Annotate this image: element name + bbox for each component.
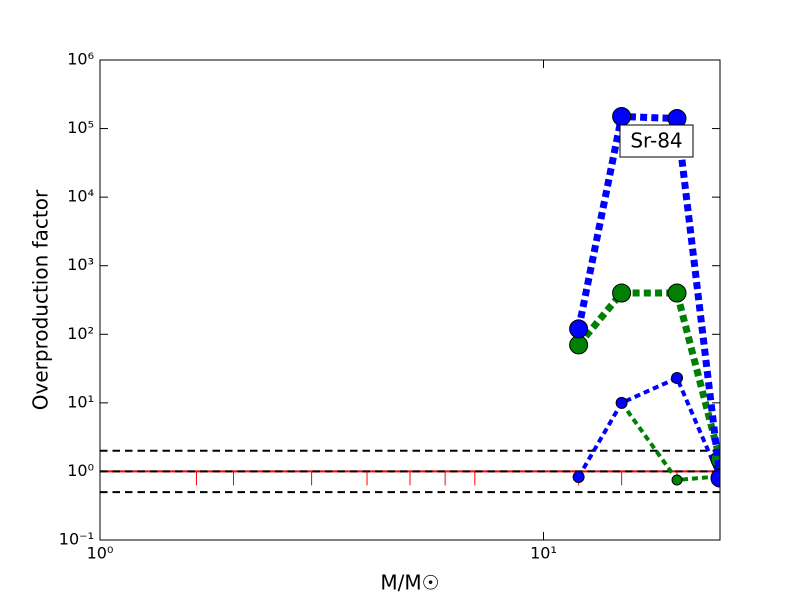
marker [569, 319, 589, 339]
y-tick-label: 10⁵ [67, 118, 94, 137]
y-tick-label: 10⁰ [67, 461, 94, 480]
y-axis-label: Overproduction factor [29, 189, 53, 410]
series-line [575, 289, 720, 461]
plot-area [100, 106, 720, 494]
marker [612, 283, 632, 303]
y-tick-label: 10¹ [67, 392, 94, 411]
y-tick-label: 10⁻¹ [59, 530, 94, 549]
axes-frame [99, 59, 721, 541]
annotation: Sr-84 [630, 129, 682, 153]
annotation-box: Sr-84 [619, 124, 694, 158]
x-tick-label: 10⁰ [87, 544, 114, 563]
y-tick-label: 10³ [67, 255, 94, 274]
marker [667, 283, 687, 303]
marker [671, 372, 684, 385]
y-tick-label: 10² [67, 324, 94, 343]
x-axis-label: M/M☉ [380, 571, 439, 595]
y-tick-label: 10⁴ [67, 187, 94, 206]
series-line [576, 375, 720, 479]
series-line [575, 112, 720, 479]
marker [569, 335, 589, 355]
marker [671, 474, 683, 486]
marker [615, 396, 628, 409]
marker [710, 468, 720, 488]
y-tick-label: 10⁶ [67, 50, 94, 69]
marker [612, 106, 632, 126]
x-tick-label: 10¹ [530, 544, 557, 563]
marker [572, 470, 585, 483]
annotation-frame [619, 124, 694, 158]
